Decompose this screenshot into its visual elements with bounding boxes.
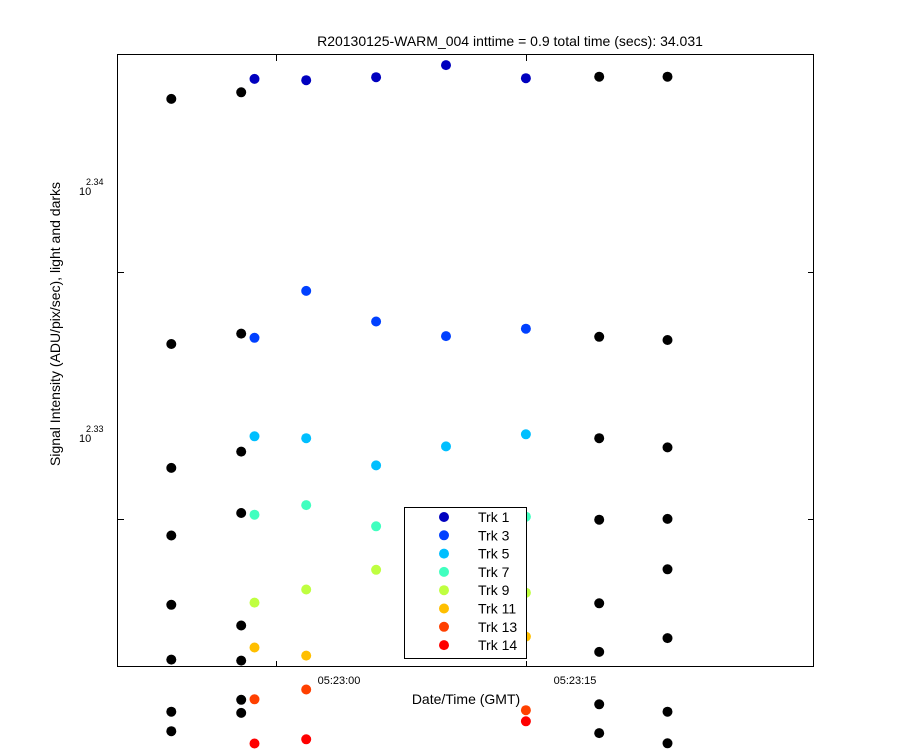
legend-marker-trk-5	[439, 548, 449, 559]
point-trk-9	[301, 584, 312, 595]
point-trk-7	[249, 509, 260, 520]
data-points	[166, 60, 673, 749]
y-axis-label: Signal Intensity (ADU/pix/sec), light an…	[47, 182, 63, 466]
point-trk-14	[249, 738, 260, 749]
point-trk-13	[301, 684, 312, 695]
point-trk-3	[371, 316, 382, 327]
point-trk-3	[441, 331, 451, 342]
dark-point	[236, 87, 247, 98]
legend-marker-trk-1	[439, 512, 449, 522]
point-trk-1	[371, 72, 382, 83]
dark-point	[166, 726, 177, 737]
dark-point	[662, 633, 673, 644]
y-tick-label-base: 10	[79, 433, 91, 445]
dark-point	[662, 564, 673, 575]
point-trk-1	[520, 73, 531, 84]
legend-label-trk-1: Trk 1	[478, 509, 510, 525]
dark-point	[662, 513, 673, 524]
point-trk-11	[301, 650, 312, 661]
dark-point	[662, 335, 673, 345]
dark-point	[166, 339, 177, 349]
point-trk-9	[371, 564, 382, 575]
legend-label-trk-11: Trk 11	[478, 601, 516, 617]
point-trk-14	[301, 734, 312, 745]
point-trk-3	[301, 285, 312, 296]
dark-point	[236, 508, 247, 518]
legend-label-trk-3: Trk 3	[478, 527, 510, 543]
dark-point	[166, 93, 177, 104]
legend: Trk 1 Trk 3 Trk 5 Trk 7 Trk 9 Trk 11 Trk 13 Trk…	[404, 507, 527, 659]
dark-point	[166, 599, 177, 610]
legend-label-trk-7: Trk 7	[478, 564, 510, 580]
y-tick-labels: 10 2.33 10 2.34	[79, 177, 104, 445]
legend-label-trk-5: Trk 5	[478, 546, 510, 562]
x-tick-label: 05:23:15	[554, 675, 597, 687]
dark-point	[166, 530, 177, 541]
point-trk-5	[301, 433, 312, 444]
chart-title: R20130125-WARM_004 inttime = 0.9 total t…	[317, 33, 703, 49]
point-trk-7	[371, 521, 382, 532]
dark-point	[236, 328, 247, 339]
dark-point	[662, 442, 673, 453]
point-trk-5	[371, 460, 382, 471]
point-trk-1	[441, 60, 451, 71]
dark-point	[236, 694, 247, 705]
legend-marker-trk-14	[439, 640, 449, 651]
legend-marker-trk-3	[439, 530, 449, 541]
point-trk-7	[301, 500, 312, 511]
x-tick-labels: 05:23:00 05:23:15	[318, 675, 597, 687]
dark-point	[236, 620, 247, 631]
dark-point	[594, 514, 605, 525]
dark-point	[236, 446, 247, 457]
point-trk-5	[441, 441, 451, 452]
dark-point	[594, 331, 605, 342]
legend-label-trk-9: Trk 9	[478, 582, 510, 598]
dark-point	[594, 433, 605, 444]
legend-marker-trk-9	[439, 585, 449, 596]
dark-point	[594, 646, 605, 657]
y-tick-label-base: 10	[79, 186, 91, 198]
y-tick-label-exponent: 2.34	[86, 177, 104, 187]
axis-ticks	[118, 55, 814, 667]
point-trk-5	[249, 431, 260, 442]
legend-label-trk-14: Trk 14	[478, 637, 517, 653]
legend-label-trk-13: Trk 13	[478, 619, 517, 635]
dark-point	[166, 706, 177, 717]
dark-point	[594, 598, 605, 609]
point-trk-13	[520, 705, 531, 716]
y-tick-label-exponent: 2.33	[86, 424, 104, 434]
dark-point	[236, 707, 247, 718]
point-trk-3	[520, 323, 531, 334]
point-trk-13	[249, 694, 260, 705]
point-trk-1	[301, 75, 312, 86]
point-trk-11	[249, 642, 260, 653]
x-tick-label: 05:23:00	[318, 675, 361, 687]
dark-point	[662, 71, 673, 82]
legend-marker-trk-7	[439, 566, 449, 577]
dark-point	[594, 728, 605, 739]
legend-marker-trk-13	[439, 621, 449, 632]
legend-box	[404, 507, 527, 659]
point-trk-14	[520, 716, 531, 727]
dark-point	[166, 462, 177, 473]
dark-point	[594, 699, 605, 710]
dark-point	[662, 706, 673, 717]
point-trk-9	[249, 597, 260, 608]
point-trk-1	[249, 73, 260, 84]
x-axis-label: Date/Time (GMT)	[412, 691, 520, 707]
dark-point	[236, 655, 247, 666]
dark-point	[166, 654, 177, 665]
point-trk-5	[520, 429, 531, 440]
point-trk-3	[249, 332, 260, 343]
dark-point	[662, 738, 673, 749]
dark-point	[594, 71, 605, 82]
legend-marker-trk-11	[439, 603, 449, 614]
